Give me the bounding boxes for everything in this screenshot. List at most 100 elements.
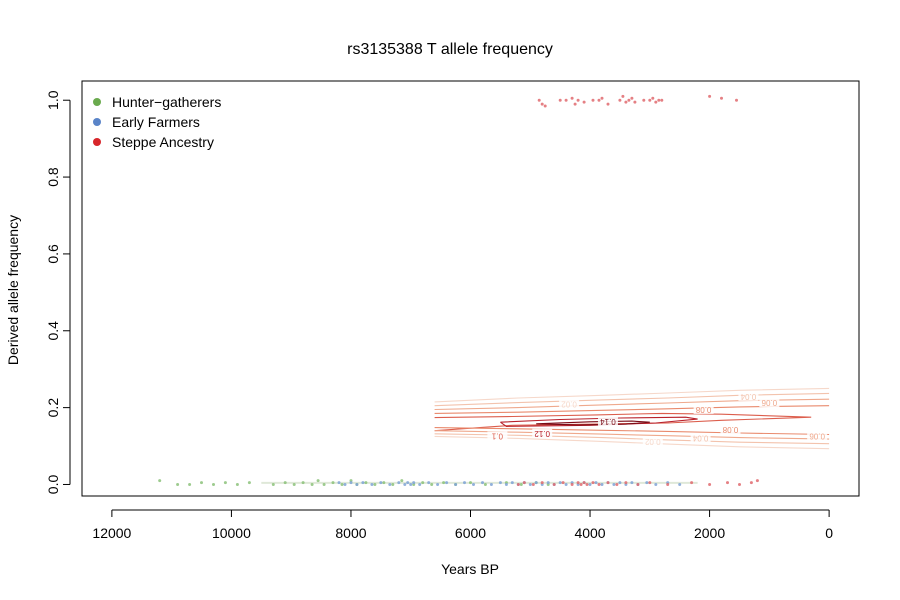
plot-area: 0.02 0.04 0.06 0.08 0.14 0.12 0.1 0.08 0.04 0.02 0… bbox=[158, 94, 830, 486]
data-point bbox=[591, 98, 595, 102]
contour-label-bg bbox=[532, 428, 553, 438]
data-point bbox=[576, 481, 580, 485]
data-point bbox=[540, 102, 544, 106]
data-point bbox=[636, 483, 640, 486]
data-point bbox=[564, 98, 568, 102]
data-point bbox=[537, 98, 541, 102]
data-point bbox=[690, 481, 694, 485]
x-tick-label: 8000 bbox=[335, 525, 366, 541]
data-point bbox=[271, 483, 275, 486]
contour-label: 0.06 bbox=[809, 431, 825, 440]
data-point bbox=[283, 481, 287, 485]
y-tick-label: 1.0 bbox=[45, 90, 61, 110]
data-point bbox=[561, 481, 565, 485]
data-point bbox=[522, 481, 526, 485]
data-point bbox=[403, 483, 407, 486]
data-point bbox=[519, 483, 523, 486]
contour-label: 0.12 bbox=[534, 429, 550, 438]
contour-label-bg bbox=[807, 431, 828, 441]
x-tick-label: 10000 bbox=[212, 525, 251, 541]
contour-label: 0.04 bbox=[740, 392, 756, 401]
data-point bbox=[597, 98, 601, 102]
data-point bbox=[516, 483, 520, 486]
data-point bbox=[648, 481, 652, 485]
data-point bbox=[418, 483, 422, 486]
data-point bbox=[633, 100, 637, 104]
data-point bbox=[235, 483, 239, 486]
contour-line bbox=[434, 405, 830, 414]
data-point bbox=[200, 481, 203, 485]
x-tick-label: 6000 bbox=[455, 525, 486, 541]
legend-marker bbox=[93, 138, 101, 146]
data-point bbox=[570, 96, 574, 100]
data-point bbox=[349, 481, 353, 485]
data-point bbox=[600, 483, 604, 486]
contour-line bbox=[536, 420, 650, 426]
data-point bbox=[678, 483, 682, 486]
legend-marker bbox=[93, 118, 101, 126]
x-axis-label: Years BP bbox=[441, 561, 499, 577]
data-point bbox=[738, 483, 741, 486]
data-point bbox=[510, 481, 514, 485]
data-point bbox=[361, 481, 365, 485]
data-point bbox=[735, 98, 738, 102]
contour-label-bg bbox=[759, 398, 780, 408]
contour-label-bg bbox=[693, 404, 714, 414]
x-tick-label: 2000 bbox=[694, 525, 725, 541]
data-point bbox=[651, 96, 655, 100]
data-point bbox=[573, 102, 577, 106]
data-point bbox=[483, 483, 487, 486]
data-point bbox=[540, 481, 544, 485]
data-point bbox=[406, 481, 410, 485]
data-point bbox=[528, 483, 532, 486]
data-point bbox=[618, 98, 622, 102]
data-point bbox=[546, 481, 550, 485]
contour-line bbox=[500, 416, 698, 427]
contour-label-bg bbox=[597, 416, 618, 426]
data-point bbox=[489, 483, 493, 486]
contour-label: 0.08 bbox=[695, 405, 711, 414]
data-point bbox=[337, 481, 341, 485]
data-point bbox=[582, 481, 586, 485]
data-point bbox=[648, 98, 652, 102]
data-point bbox=[188, 483, 192, 486]
data-point bbox=[316, 479, 320, 483]
data-point bbox=[373, 483, 377, 486]
contour-label-bg bbox=[738, 391, 759, 401]
data-point bbox=[355, 483, 359, 486]
legend-label: Steppe Ancestry bbox=[112, 134, 214, 150]
data-point bbox=[442, 481, 446, 485]
data-point bbox=[597, 483, 601, 486]
data-point bbox=[481, 481, 484, 485]
plot-frame bbox=[81, 80, 860, 497]
data-point bbox=[755, 479, 759, 483]
data-point bbox=[612, 483, 616, 486]
data-point bbox=[630, 481, 634, 485]
data-point bbox=[454, 483, 458, 486]
data-point bbox=[621, 94, 625, 98]
data-point bbox=[552, 483, 556, 486]
data-point bbox=[666, 483, 670, 486]
data-point bbox=[397, 481, 401, 485]
data-point bbox=[391, 483, 395, 486]
data-point bbox=[223, 481, 227, 485]
y-tick-label: 0.0 bbox=[45, 475, 61, 495]
data-point bbox=[558, 98, 562, 102]
contour-line bbox=[434, 427, 830, 436]
contour-label-bg bbox=[487, 431, 508, 441]
legend-label: Hunter−gatherers bbox=[112, 94, 221, 110]
data-point bbox=[543, 104, 547, 108]
contour-label: 0.02 bbox=[644, 437, 660, 446]
data-point bbox=[618, 481, 622, 485]
data-point bbox=[642, 98, 646, 102]
data-point bbox=[594, 481, 598, 485]
data-point bbox=[749, 481, 753, 485]
data-point bbox=[212, 483, 215, 486]
data-point bbox=[427, 481, 431, 485]
x-tick-label: 4000 bbox=[574, 525, 605, 541]
data-point bbox=[564, 483, 568, 486]
data-point bbox=[343, 483, 347, 486]
data-point bbox=[657, 98, 661, 102]
legend-label: Early Farmers bbox=[112, 114, 200, 130]
